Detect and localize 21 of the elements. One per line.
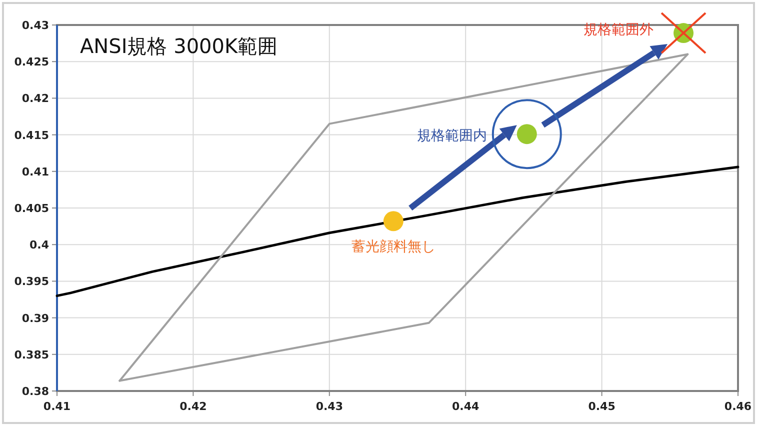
- y-tick-label: 0.41: [22, 165, 49, 178]
- x-tick-label: 0.45: [588, 400, 616, 413]
- annotation: 規格範囲外: [584, 22, 654, 38]
- x-tick-label: 0.44: [452, 400, 480, 413]
- y-tick-label: 0.39: [22, 312, 49, 325]
- y-tick-label: 0.38: [22, 385, 49, 398]
- x-tick-label: 0.46: [724, 400, 752, 413]
- text: ANSI規格 3000K範囲: [80, 34, 278, 58]
- y-tick-label: 0.385: [14, 348, 49, 362]
- y-tick-label: 0.4: [30, 238, 50, 252]
- y-tick-label: 0.395: [14, 275, 49, 288]
- x-tick-label: 0.43: [316, 400, 343, 413]
- y-tick-label: 0.42: [22, 92, 49, 106]
- x-tick-label: 0.42: [180, 400, 207, 413]
- annotation: 規格範囲内: [416, 128, 487, 144]
- y-tick-label: 0.425: [14, 56, 49, 69]
- y-tick-label: 0.415: [14, 128, 49, 142]
- y-tick-label: 0.43: [22, 19, 49, 32]
- y-tick-label: 0.405: [14, 202, 49, 215]
- x-tick-label: 0.41: [43, 400, 71, 413]
- annotation: 蓄光顔料無し: [351, 239, 436, 256]
